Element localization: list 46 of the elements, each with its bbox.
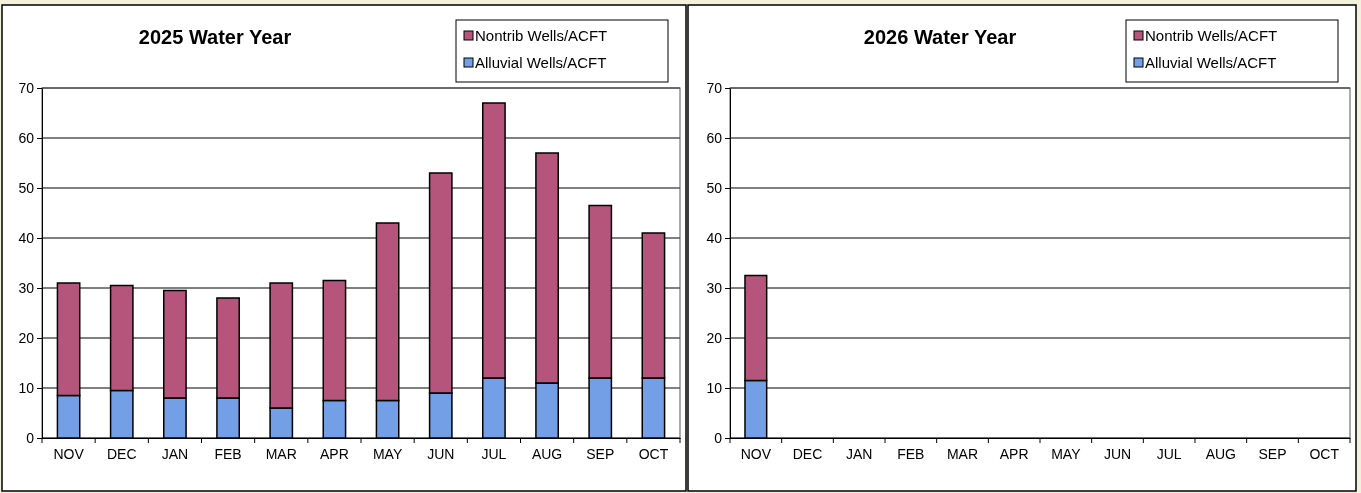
x-tick-label: APR (320, 446, 349, 463)
x-tick-label: JAN (845, 446, 873, 463)
x-tick-label: JUL (1156, 446, 1182, 463)
y-tick-label: 60 (18, 129, 35, 146)
y-tick-label: 50 (18, 179, 35, 196)
x-tick-label: JUN (1103, 446, 1132, 463)
x-tick-label: AUG (531, 446, 563, 463)
y-tick-label: 70 (18, 79, 35, 96)
chart-title: 2025 Water Year (138, 26, 292, 48)
y-tick-label: 70 (706, 79, 723, 96)
x-tick-label: MAY (372, 446, 403, 463)
y-tick-label: 40 (18, 229, 35, 246)
x-tick-label: JUN (427, 446, 455, 463)
legend-label: Alluvial Wells/ACFT (475, 54, 607, 71)
x-tick-label: MAR (946, 446, 979, 463)
y-tick-label: 40 (706, 229, 723, 246)
x-tick-label: SEP (586, 446, 615, 463)
x-tick-label: APR (999, 446, 1029, 463)
y-tick-label: 0 (714, 429, 723, 446)
x-tick-label: SEP (1258, 446, 1287, 463)
x-tick-label: OCT (638, 446, 669, 463)
x-tick-label: FEB (214, 446, 242, 463)
x-tick-label: FEB (897, 446, 925, 463)
x-tick-label: AUG (1205, 446, 1237, 463)
y-tick-label: 30 (706, 279, 723, 296)
x-tick-label: NOV (53, 446, 85, 463)
y-tick-label: 20 (706, 329, 723, 346)
chart-title: 2026 Water Year (863, 26, 1017, 48)
y-tick-label: 30 (18, 279, 35, 296)
legend-label: Nontrib Wells/ACFT (1145, 27, 1278, 44)
x-tick-label: DEC (792, 446, 823, 463)
legend-label: Alluvial Wells/ACFT (1145, 54, 1277, 71)
y-tick-label: 10 (706, 379, 723, 396)
x-tick-label: JAN (161, 446, 189, 463)
x-tick-label: DEC (106, 446, 137, 463)
x-tick-label: MAY (1051, 446, 1082, 463)
x-tick-label: OCT (1309, 446, 1340, 463)
y-tick-label: 60 (706, 129, 723, 146)
y-tick-label: 50 (706, 179, 723, 196)
y-tick-label: 10 (18, 379, 35, 396)
y-tick-label: 20 (18, 329, 35, 346)
x-tick-label: MAR (265, 446, 297, 463)
x-tick-label: JUL (481, 446, 507, 463)
x-tick-label: NOV (740, 446, 772, 463)
y-tick-label: 0 (26, 429, 35, 446)
legend-label: Nontrib Wells/ACFT (475, 27, 608, 44)
